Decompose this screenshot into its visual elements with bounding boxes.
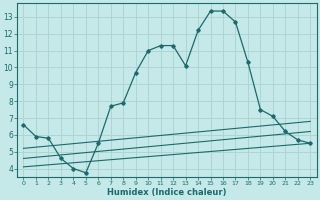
X-axis label: Humidex (Indice chaleur): Humidex (Indice chaleur): [107, 188, 227, 197]
